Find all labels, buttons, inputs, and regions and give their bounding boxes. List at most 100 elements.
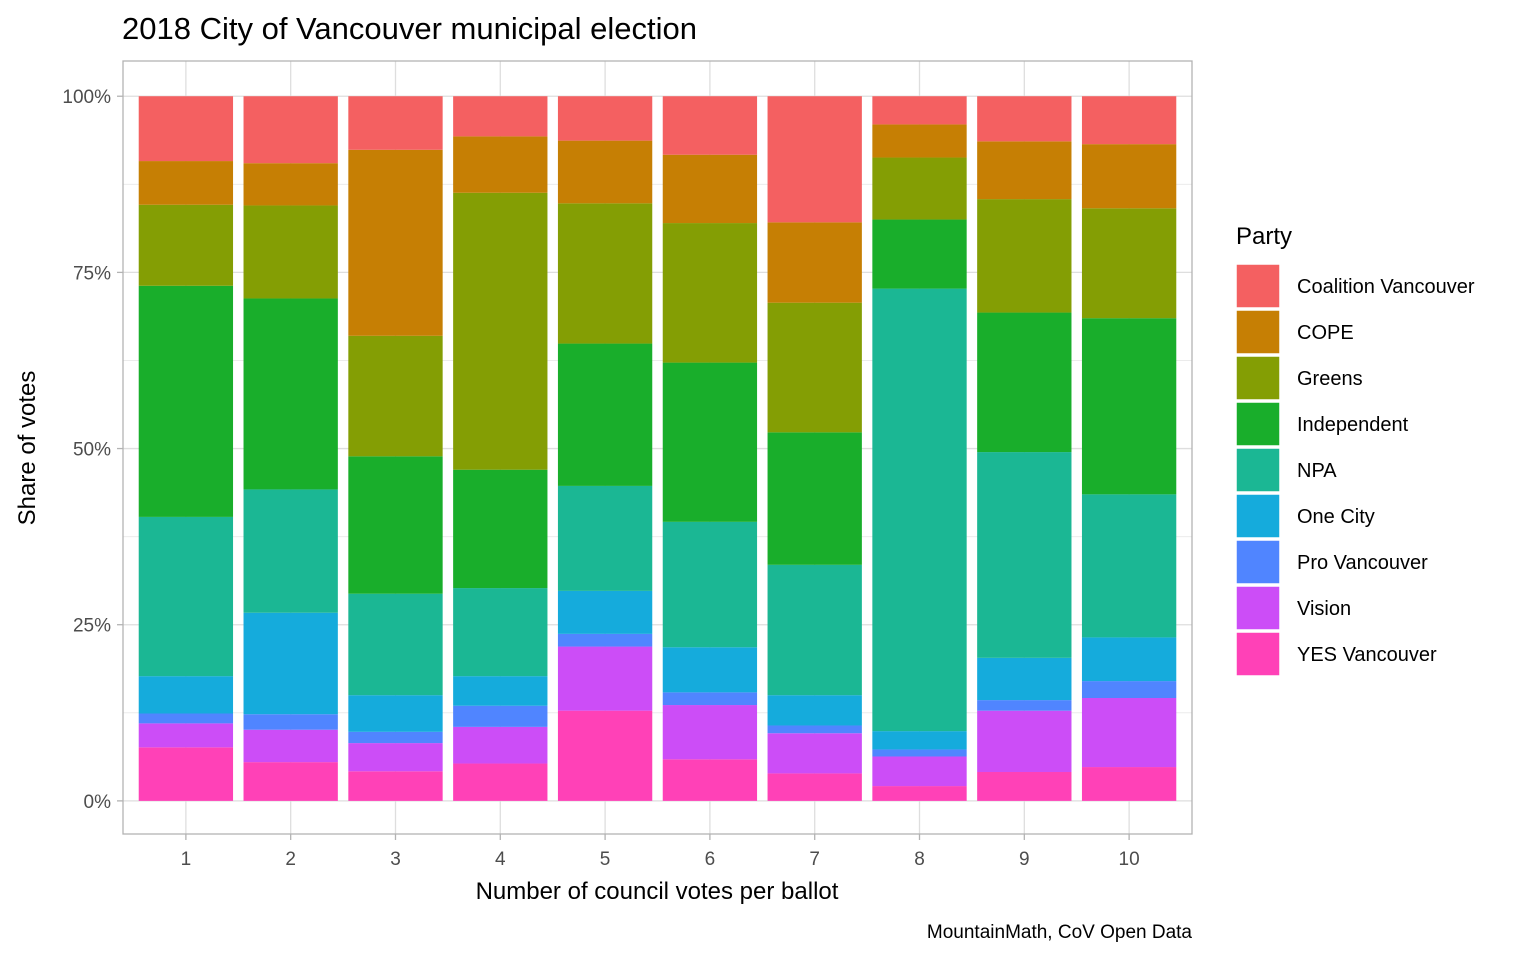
bar-segment: [557, 633, 653, 647]
bar-segment: [243, 612, 338, 715]
legend: Party Coalition Vancouver COPE Greens Indep…: [1235, 223, 1475, 677]
legend-label: Independent: [1297, 414, 1409, 436]
bar-segment: [1081, 208, 1177, 319]
legend-key: [1235, 585, 1281, 631]
bar-segment: [348, 456, 443, 594]
bar-segment: [243, 489, 338, 613]
legend-items: Coalition Vancouver COPE Greens Independent…: [1235, 263, 1475, 677]
bar-segment: [557, 343, 653, 486]
bar-segment: [453, 676, 548, 706]
legend-item: One City: [1235, 493, 1375, 539]
x-axis-ticks: 1 2 3 4 5 6 7 8 9 10: [181, 834, 1140, 870]
x-axis-title: Number of council votes per ballot: [476, 878, 839, 905]
legend-key: [1235, 309, 1281, 355]
bar-segment: [767, 564, 862, 696]
legend-label: Vision: [1297, 598, 1351, 620]
bar-segment: [1081, 767, 1177, 801]
legend-item: Pro Vancouver: [1235, 539, 1428, 585]
legend-item: COPE: [1235, 309, 1354, 355]
bar-segment: [872, 786, 967, 801]
bar-stacks: [138, 96, 1177, 801]
bar-segment: [453, 763, 548, 801]
legend-item: Greens: [1235, 355, 1363, 401]
bar-segment: [557, 140, 653, 204]
legend-label: Pro Vancouver: [1297, 552, 1428, 574]
bar-segment: [977, 771, 1072, 801]
legend-key: [1235, 493, 1281, 539]
bar-segment: [348, 335, 443, 457]
bar-segment: [1081, 494, 1177, 638]
bar-segment: [767, 695, 862, 726]
bar-segment: [138, 747, 234, 801]
legend-key: [1235, 263, 1281, 309]
bar-segment: [453, 96, 548, 137]
bar-segment: [872, 756, 967, 787]
legend-item: Coalition Vancouver: [1235, 263, 1475, 309]
legend-label: Coalition Vancouver: [1297, 276, 1475, 298]
bar-segment: [977, 700, 1072, 711]
bar-segment: [872, 749, 967, 757]
bar-segment: [243, 163, 338, 206]
x-tick-label: 9: [1019, 849, 1030, 870]
bar-segment: [662, 647, 758, 693]
bar-segment: [243, 298, 338, 490]
bar-segment: [243, 762, 338, 801]
bar-segment: [1081, 698, 1177, 768]
bar-segment: [662, 759, 758, 801]
bar-segment: [1081, 681, 1177, 699]
bar-segment: [977, 657, 1072, 701]
bar-segment: [977, 96, 1072, 142]
bar-segment: [557, 485, 653, 591]
x-tick-label: 6: [705, 849, 716, 870]
y-tick-label: 50%: [73, 440, 111, 461]
bar-segment: [872, 124, 967, 158]
legend-label: COPE: [1297, 322, 1354, 344]
bar-segment: [557, 590, 653, 634]
legend-key: [1235, 355, 1281, 401]
bar-segment: [977, 710, 1072, 772]
chart-caption: MountainMath, CoV Open Data: [927, 922, 1193, 943]
legend-item: YES Vancouver: [1235, 631, 1437, 677]
bar-segment: [453, 192, 548, 470]
y-tick-label: 75%: [73, 263, 111, 284]
x-tick-label: 4: [495, 849, 506, 870]
x-tick-label: 5: [600, 849, 611, 870]
x-tick-label: 3: [390, 849, 401, 870]
legend-label: One City: [1297, 506, 1375, 528]
bar-segment: [977, 452, 1072, 658]
bar-segment: [453, 469, 548, 589]
legend-label: Greens: [1297, 368, 1363, 390]
legend-item: Vision: [1235, 585, 1351, 631]
bar-segment: [348, 731, 443, 744]
y-tick-label: 100%: [62, 87, 111, 108]
bar-segment: [1081, 318, 1177, 495]
bar-segment: [348, 743, 443, 772]
bar-segment: [872, 288, 967, 732]
legend-title: Party: [1236, 223, 1292, 250]
bar-segment: [138, 723, 234, 748]
y-tick-label: 25%: [73, 616, 111, 637]
bar-segment: [348, 695, 443, 732]
x-tick-label: 1: [181, 849, 192, 870]
legend-label: NPA: [1297, 460, 1337, 482]
bar-segment: [453, 588, 548, 677]
x-tick-label: 8: [914, 849, 925, 870]
y-axis-ticks: 0% 25% 50% 75% 100%: [62, 87, 123, 813]
y-axis-title: Share of votes: [14, 371, 41, 526]
bar-segment: [453, 705, 548, 727]
bar-segment: [243, 729, 338, 763]
bar-segment: [662, 362, 758, 522]
bar-segment: [872, 219, 967, 289]
bar-segment: [557, 710, 653, 801]
bar-segment: [557, 96, 653, 141]
chart-title: 2018 City of Vancouver municipal electio…: [122, 11, 697, 46]
legend-label: YES Vancouver: [1297, 644, 1437, 666]
bar-segment: [243, 96, 338, 164]
bar-segment: [243, 714, 338, 730]
bar-segment: [557, 646, 653, 711]
bar-segment: [453, 726, 548, 764]
plot-panel-border: [122, 60, 1193, 835]
bar-segment: [872, 731, 967, 750]
legend-item: Independent: [1235, 401, 1409, 447]
